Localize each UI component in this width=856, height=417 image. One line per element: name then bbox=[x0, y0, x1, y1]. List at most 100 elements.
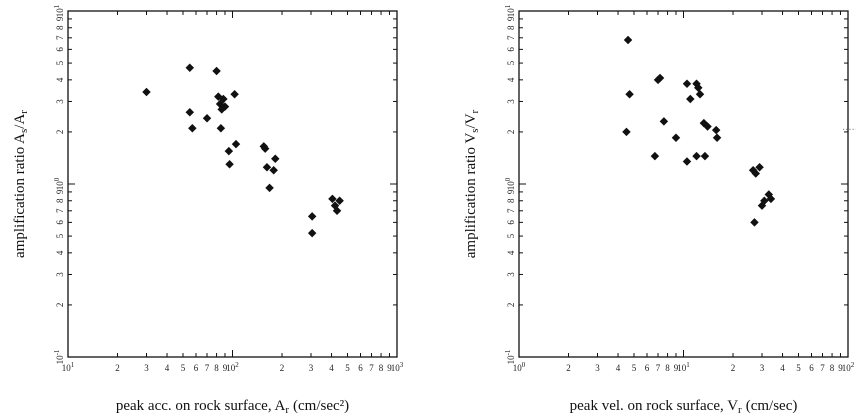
x-tick-label-base: 6 bbox=[809, 363, 814, 373]
x-axis-title-main: peak acc. on rock surface, A bbox=[116, 398, 286, 414]
y-tick-label-base: 6 bbox=[506, 220, 516, 225]
y-tick-label: 6 bbox=[55, 220, 65, 225]
x-tick-label-exp: 2 bbox=[851, 361, 855, 369]
x-tick-label-base: 6 bbox=[358, 363, 363, 373]
x-tick-label-base: 8 bbox=[830, 363, 835, 373]
y-tick-label-group: 7 bbox=[506, 35, 516, 40]
x-tick-label-base: 7 bbox=[656, 363, 661, 373]
y-tick-label: 2 bbox=[506, 130, 516, 135]
x-tick-label: 4 bbox=[165, 363, 170, 373]
y-tick-label-base: 7 bbox=[55, 35, 65, 40]
y-tick-label: 3 bbox=[55, 99, 65, 104]
x-tick-label: 8 bbox=[379, 363, 384, 373]
x-tick-label-base: 10 bbox=[842, 363, 852, 373]
x-tick-label: 2 bbox=[731, 363, 736, 373]
y-tick-label-group: 100 bbox=[53, 177, 65, 190]
y-tick-label-group: 5 bbox=[55, 60, 65, 65]
x-tick-label-base: 8 bbox=[665, 363, 670, 373]
y-tick-label: 100 bbox=[53, 177, 65, 190]
y-tick-label-group: 6 bbox=[506, 220, 516, 225]
x-tick-label-base: 6 bbox=[645, 363, 650, 373]
y-tick-label-group: 8 bbox=[506, 25, 516, 30]
y-tick-label: 5 bbox=[506, 233, 516, 238]
x-tick-label-base: 9 bbox=[674, 363, 679, 373]
data-point bbox=[142, 87, 151, 97]
x-tick-label-base: 5 bbox=[345, 363, 350, 373]
x-tick-label-base: 4 bbox=[616, 363, 621, 373]
y-tick-label-base: 4 bbox=[55, 77, 65, 82]
x-tick-label: 4 bbox=[616, 363, 621, 373]
x-tick-label-base: 3 bbox=[144, 363, 149, 373]
y-tick-label-base: 2 bbox=[55, 303, 65, 308]
x-tick-label-base: 10 bbox=[513, 363, 523, 373]
y-tick-label-base: 3 bbox=[506, 99, 516, 104]
y-axis-title-sub1: s bbox=[469, 128, 481, 132]
x-axis-title-sub: r bbox=[285, 404, 289, 416]
y-tick-label-group: 10-1 bbox=[504, 349, 516, 364]
x-tick-label-base: 3 bbox=[760, 363, 765, 373]
y-tick-label-base: 10 bbox=[506, 181, 516, 191]
y-tick-label-base: 4 bbox=[506, 77, 516, 82]
y-tick-label: 4 bbox=[506, 250, 516, 255]
x-tick-label-base: 4 bbox=[329, 363, 334, 373]
x-axis-title-main: peak vel. on rock surface, V bbox=[570, 398, 739, 414]
x-tick-label: 7 bbox=[205, 363, 210, 373]
y-tick-label-group: 5 bbox=[506, 233, 516, 238]
x-tick-label-base: 5 bbox=[796, 363, 801, 373]
y-tick-label: 6 bbox=[506, 47, 516, 52]
x-tick-label: 102 bbox=[226, 361, 239, 373]
y-tick-label-group: 5 bbox=[55, 233, 65, 238]
x-tick-label: 3 bbox=[309, 363, 314, 373]
y-tick-label: 4 bbox=[506, 77, 516, 82]
x-tick-label-base: 7 bbox=[205, 363, 210, 373]
x-tick-label-base: 2 bbox=[566, 363, 571, 373]
y-tick-label-exp: 0 bbox=[53, 177, 61, 181]
x-tick-label: 9 bbox=[223, 363, 228, 373]
x-tick-label: 3 bbox=[595, 363, 600, 373]
y-tick-label-group: 4 bbox=[55, 250, 65, 255]
y-tick-label: 6 bbox=[55, 47, 65, 52]
x-tick-label-base: 9 bbox=[387, 363, 392, 373]
y-axis-title-main: amplification ratio V bbox=[463, 133, 479, 259]
data-point bbox=[659, 117, 669, 126]
y-tick-label-base: 2 bbox=[506, 303, 516, 308]
x-tick-label-base: 9 bbox=[838, 363, 843, 373]
data-point bbox=[332, 206, 342, 216]
y-tick-label: 4 bbox=[55, 77, 65, 82]
y-tick-label-base: 9 bbox=[55, 189, 65, 194]
x-tick-label-base: 6 bbox=[194, 363, 199, 373]
x-tick-label: 9 bbox=[387, 363, 392, 373]
y-tick-label-base: 8 bbox=[506, 198, 516, 203]
y-tick-label-group: 2 bbox=[55, 303, 65, 308]
data-point bbox=[671, 133, 681, 143]
y-axis-title-group: amplification ratio Vs/Vr bbox=[463, 109, 481, 258]
y-axis-title: amplification ratio Vs/Vr bbox=[463, 109, 481, 258]
y-tick-label-base: 10 bbox=[506, 8, 516, 18]
x-axis-title-unit: (cm/sec) bbox=[746, 398, 798, 414]
data-point bbox=[185, 107, 195, 117]
x-tick-label-base: 5 bbox=[181, 363, 186, 373]
data-point bbox=[231, 139, 241, 149]
data-point bbox=[185, 63, 195, 72]
y-tick-label-group: 9 bbox=[506, 189, 516, 194]
y-tick-label: 5 bbox=[55, 60, 65, 65]
y-tick-label-base: 7 bbox=[506, 208, 516, 213]
y-tick-label: 7 bbox=[506, 35, 516, 40]
y-tick-label: 3 bbox=[506, 272, 516, 277]
x-tick-label: 103 bbox=[391, 361, 404, 373]
x-tick-label-base: 8 bbox=[214, 363, 219, 373]
y-tick-label-base: 5 bbox=[506, 60, 516, 65]
y-tick-label-base: 3 bbox=[55, 272, 65, 277]
data-point bbox=[682, 157, 692, 166]
data-point bbox=[212, 66, 221, 76]
data-point bbox=[750, 218, 759, 227]
x-tick-label: 102 bbox=[842, 361, 855, 373]
x-tick-label-base: 2 bbox=[280, 363, 285, 373]
data-point bbox=[712, 133, 722, 143]
y-tick-label: 9 bbox=[506, 189, 516, 194]
x-tick-label: 101 bbox=[62, 361, 75, 373]
y-tick-label-base: 8 bbox=[55, 25, 65, 30]
y-tick-label: 8 bbox=[506, 25, 516, 30]
x-tick-label-base: 4 bbox=[780, 363, 785, 373]
